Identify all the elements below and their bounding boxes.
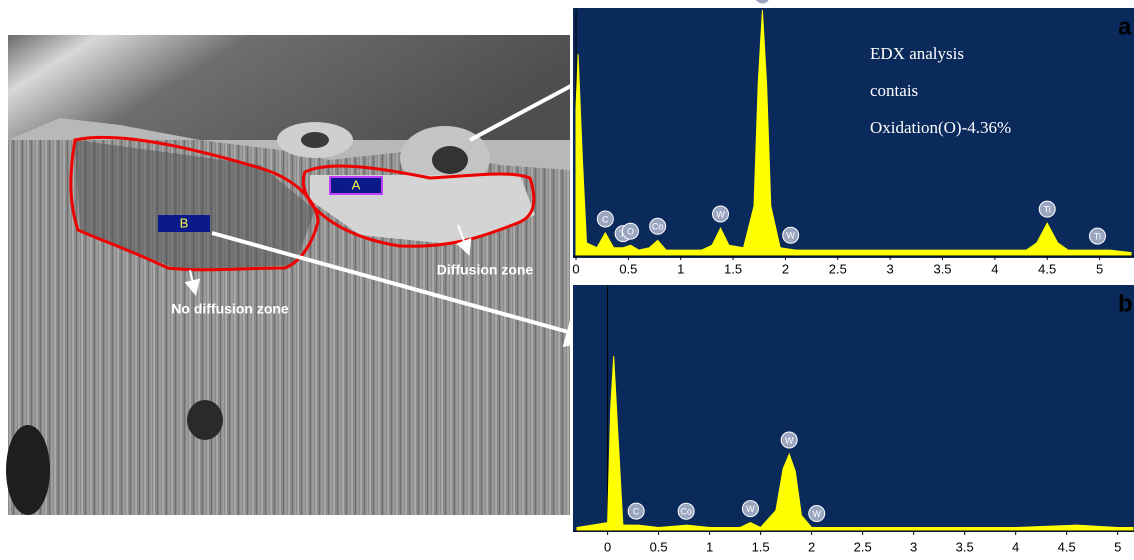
peak-label: Co [680,507,692,517]
plot-background [573,285,1134,532]
peak-label: W [785,435,794,445]
peak-label: O [627,227,634,237]
x-tick-label: 3 [910,539,917,554]
peak-label: C [633,506,640,516]
x-tick-label: 1 [706,539,713,554]
annotation: contais [870,81,918,100]
peak-label: W [786,231,795,241]
x-tick-label: 3 [887,261,894,276]
x-tick-label: 2.5 [854,539,872,554]
x-tick-label: 5 [1096,261,1103,276]
peak-label: Ti [1094,231,1101,241]
panel-label: b [1118,290,1133,317]
x-tick-label: 3.5 [933,261,951,276]
sem-image: A B Diffusion zone No diffusion zone [6,35,612,515]
peak-label: W [758,0,767,1]
x-tick-label: 0.5 [650,539,668,554]
box-label: B [180,215,189,230]
box-label: A [352,177,361,192]
x-tick-label: 2 [782,261,789,276]
zone-label: No diffusion zone [171,301,289,317]
peak-label: C [602,214,609,224]
x-tick-label: 4.5 [1058,539,1076,554]
x-tick-label: 3.5 [956,539,974,554]
x-tick-label: 0 [572,261,579,276]
x-tick-label: 0 [604,539,611,554]
peak-label: Co [652,222,664,232]
peak-label: W [716,209,725,219]
annotation: EDX analysis [870,44,964,63]
x-tick-label: 1.5 [752,539,770,554]
x-tick-label: 0.5 [619,261,637,276]
x-tick-label: 2 [808,539,815,554]
x-tick-label: 1 [677,261,684,276]
peak-label: W [746,504,755,514]
x-tick-label: 5 [1114,539,1121,554]
x-tick-label: 4.5 [1038,261,1056,276]
x-tick-label: 4 [1012,539,1019,554]
x-tick-label: 1.5 [724,261,742,276]
figure: A B Diffusion zone No diffusion zone 0 0.… [0,0,1134,560]
zone-label: Diffusion zone [437,262,534,278]
peak-label: Ti [1044,205,1051,215]
x-tick-label: 2.5 [829,261,847,276]
panel-label: a [1118,13,1132,40]
peak-label: W [812,509,821,519]
x-tick-label: 4 [991,261,998,276]
annotation: Oxidation(O)-4.36% [870,118,1011,137]
